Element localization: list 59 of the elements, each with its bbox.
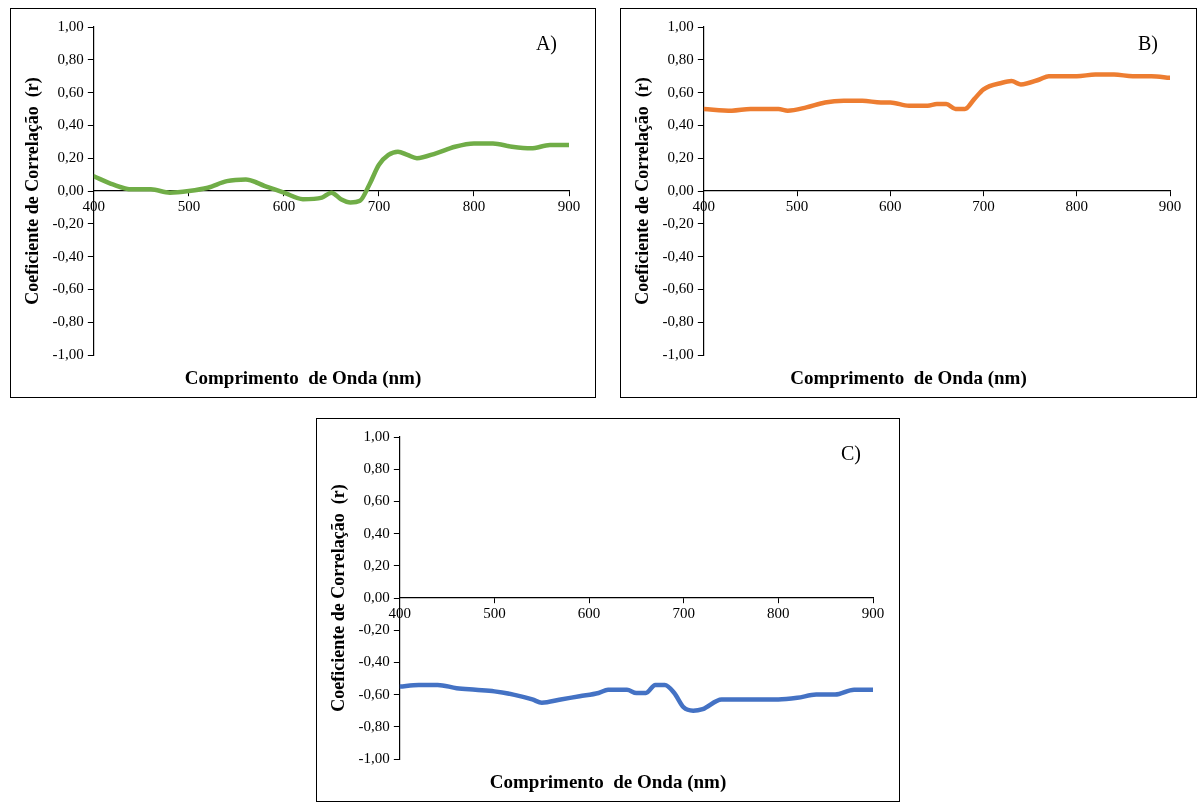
y-tick-label: 0,60: [667, 83, 694, 100]
y-tick-label: 0,40: [667, 116, 694, 133]
x-tick-label: 500: [177, 197, 201, 214]
x-tick-label: 700: [367, 197, 391, 214]
y-tick-label: -0,60: [358, 685, 390, 702]
x-tick-label: 900: [861, 604, 885, 621]
x-axis-title: Comprimento de Onda (nm): [789, 367, 1028, 389]
y-axis-title: Coeficiente de Correlação (r): [632, 77, 654, 305]
x-tick-label: 600: [577, 604, 601, 621]
x-tick-label: 700: [672, 604, 695, 621]
annotation: C): [841, 442, 861, 466]
y-tick-label: 0,80: [57, 50, 84, 67]
x-tick-label: 800: [767, 604, 790, 621]
y-tick-label: 1,00: [57, 17, 84, 34]
y-tick-label: -0,40: [358, 653, 390, 670]
y-tick-label: 1,00: [363, 427, 390, 444]
line-series: [703, 72, 1170, 113]
x-tick-label: 700: [972, 197, 995, 214]
y-tick-label: 0,40: [363, 524, 390, 541]
annotation: B): [1138, 32, 1158, 56]
y-tick-label: -0,60: [52, 280, 84, 297]
y-tick-label: -0,80: [358, 717, 390, 734]
x-tick-label: 800: [1065, 197, 1089, 214]
y-tick-label: -1,00: [52, 345, 84, 362]
line-series: [399, 682, 873, 713]
y-tick-label: -0,20: [662, 214, 694, 231]
y-tick-label: 0,20: [667, 149, 694, 166]
x-tick-label: 600: [879, 197, 902, 214]
y-tick-label: 1,00: [667, 17, 694, 34]
y-tick-label: -1,00: [358, 749, 390, 766]
y-tick-label: -0,40: [52, 247, 84, 264]
x-tick-label: 500: [483, 604, 506, 621]
y-tick-label: -0,20: [358, 621, 390, 638]
x-tick-label: 900: [557, 197, 581, 214]
y-tick-label: 0,00: [57, 181, 84, 198]
y-tick-label: -0,80: [662, 313, 694, 330]
x-tick-label: 800: [462, 197, 486, 214]
y-tick-label: -0,40: [662, 247, 694, 264]
x-tick-label: 500: [785, 197, 809, 214]
y-tick-label: 0,00: [363, 588, 390, 605]
y-tick-label: 0,80: [667, 50, 694, 67]
y-tick-label: -0,20: [52, 214, 84, 231]
x-tick-label: 600: [272, 197, 296, 214]
y-tick-label: 0,00: [667, 181, 694, 198]
y-tick-label: -0,80: [52, 313, 84, 330]
x-axis-title: Comprimento de Onda (nm): [488, 771, 728, 793]
x-tick-label: 900: [1158, 197, 1182, 214]
y-tick-label: 0,20: [363, 556, 390, 573]
y-tick-label: 0,20: [57, 149, 84, 166]
y-tick-label: 0,40: [57, 116, 84, 133]
y-axis-title: Coeficiente de Correlação (r): [328, 484, 350, 712]
y-tick-label: -1,00: [662, 345, 694, 362]
y-tick-label: -0,60: [662, 280, 694, 297]
annotation: A): [535, 32, 557, 56]
y-tick-label: 0,60: [363, 492, 390, 509]
y-axis-title: Coeficiente de Correlação (r): [22, 77, 44, 305]
y-tick-label: 0,80: [363, 460, 390, 477]
y-tick-label: 0,60: [57, 83, 84, 100]
x-axis-title: Comprimento de Onda (nm): [183, 367, 423, 389]
